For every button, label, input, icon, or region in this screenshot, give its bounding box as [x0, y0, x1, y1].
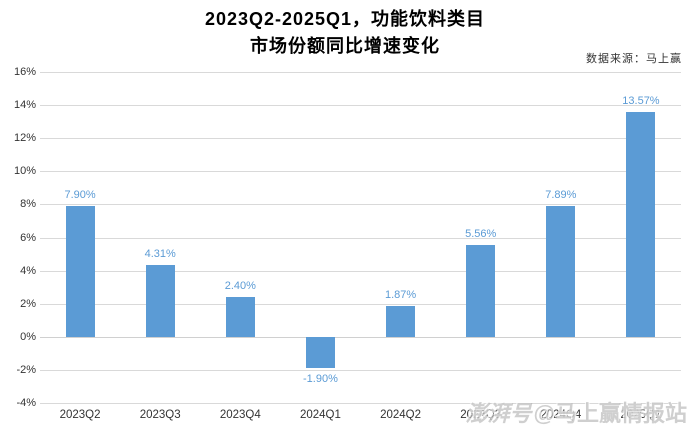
y-tick-label: 8%: [20, 198, 36, 211]
y-tick-label: 6%: [20, 231, 36, 244]
grid-line: [40, 270, 681, 272]
bar-value-label: 7.89%: [545, 189, 577, 202]
x-tick-label: 2023Q3: [139, 409, 181, 421]
y-tick-label: 16%: [13, 66, 36, 78]
bar-value-label: 13.57%: [622, 95, 660, 108]
grid-line: [40, 237, 681, 239]
y-tick-label: -2%: [16, 363, 36, 376]
grid-line: [40, 105, 681, 107]
bar-value-label: 2.40%: [224, 280, 256, 293]
chart-title-line2: 市场份额同比增速变化: [250, 36, 440, 56]
y-tick-label: 4%: [20, 264, 36, 277]
bar-2023Q4: [225, 297, 255, 337]
bar-value-label: 5.56%: [465, 227, 497, 240]
grid-line: [40, 336, 681, 338]
bar-value-label: 7.90%: [64, 189, 96, 202]
grid-line: [40, 171, 681, 173]
grid-line: [40, 138, 681, 140]
y-tick-label: 10%: [13, 165, 36, 178]
grid-line: [40, 204, 681, 206]
grid-line: [40, 72, 681, 73]
y-tick-label: -4%: [16, 397, 36, 409]
x-tick-label: 2024Q1: [299, 409, 341, 421]
x-tick-label: 2023Q2: [59, 409, 101, 421]
y-tick-label: 12%: [13, 132, 36, 145]
bar-2023Q3: [145, 265, 175, 337]
bar-value-label: 1.87%: [384, 288, 417, 301]
chart-title: 2023Q2-2025Q1，功能饮料类目 市场份额同比增速变化: [0, 6, 690, 60]
y-tick-label: 0%: [20, 330, 36, 343]
data-source-label: 数据来源：马上赢: [586, 53, 682, 65]
y-tick-label: 2%: [20, 297, 36, 310]
watermark-handle: @马上赢情报站: [533, 401, 687, 426]
bar-value-label: -1.90%: [303, 373, 338, 386]
bar-2023Q2: [65, 206, 95, 337]
x-tick-label: 2025Q1: [620, 409, 662, 421]
x-tick-label: 2024Q3: [460, 409, 502, 421]
bar-2024Q2: [386, 305, 416, 337]
bar-value-label: 4.31%: [144, 248, 176, 261]
bar-2024Q3: [466, 244, 496, 337]
watermark: 澎湃号@马上赢情报站: [466, 396, 687, 428]
bar-2024Q1: [305, 336, 335, 369]
watermark-platform: 澎湃号: [465, 401, 532, 426]
grid-line: [40, 369, 681, 371]
chart-title-line1: 2023Q2-2025Q1，功能饮料类目: [204, 9, 486, 29]
x-tick-label: 2024Q4: [540, 409, 582, 421]
bar-2024Q4: [546, 206, 576, 337]
bar-2025Q1: [626, 112, 656, 337]
grid-line: [40, 403, 681, 404]
x-tick-label: 2023Q4: [219, 409, 261, 421]
y-tick-label: 14%: [13, 99, 36, 112]
x-tick-label: 2024Q2: [380, 409, 422, 421]
plot-area: 16% 14% 12% 10% 8% 6% 4% 2% 0% -2% -4% 7.90% 2023Q2 4…: [14, 66, 681, 421]
grid-line: [40, 303, 681, 305]
